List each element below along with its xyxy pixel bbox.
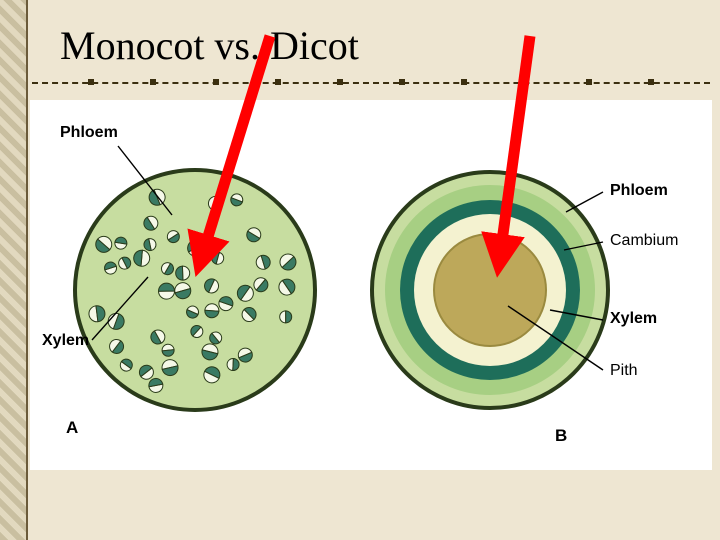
label-xylem-right: Xylem — [610, 310, 657, 328]
page-title: Monocot vs. Dicot — [60, 22, 359, 69]
title-divider-dots — [32, 78, 710, 88]
label-xylem-left: Xylem — [42, 332, 89, 350]
figure-label-b: B — [555, 426, 567, 446]
label-pith: Pith — [610, 362, 638, 380]
label-cambium: Cambium — [610, 232, 678, 250]
label-phloem-right: Phloem — [610, 182, 668, 200]
left-decorative-border — [0, 0, 28, 540]
label-phloem-left: Phloem — [60, 124, 118, 142]
figure-label-a: A — [66, 418, 78, 438]
content-panel — [30, 100, 712, 470]
